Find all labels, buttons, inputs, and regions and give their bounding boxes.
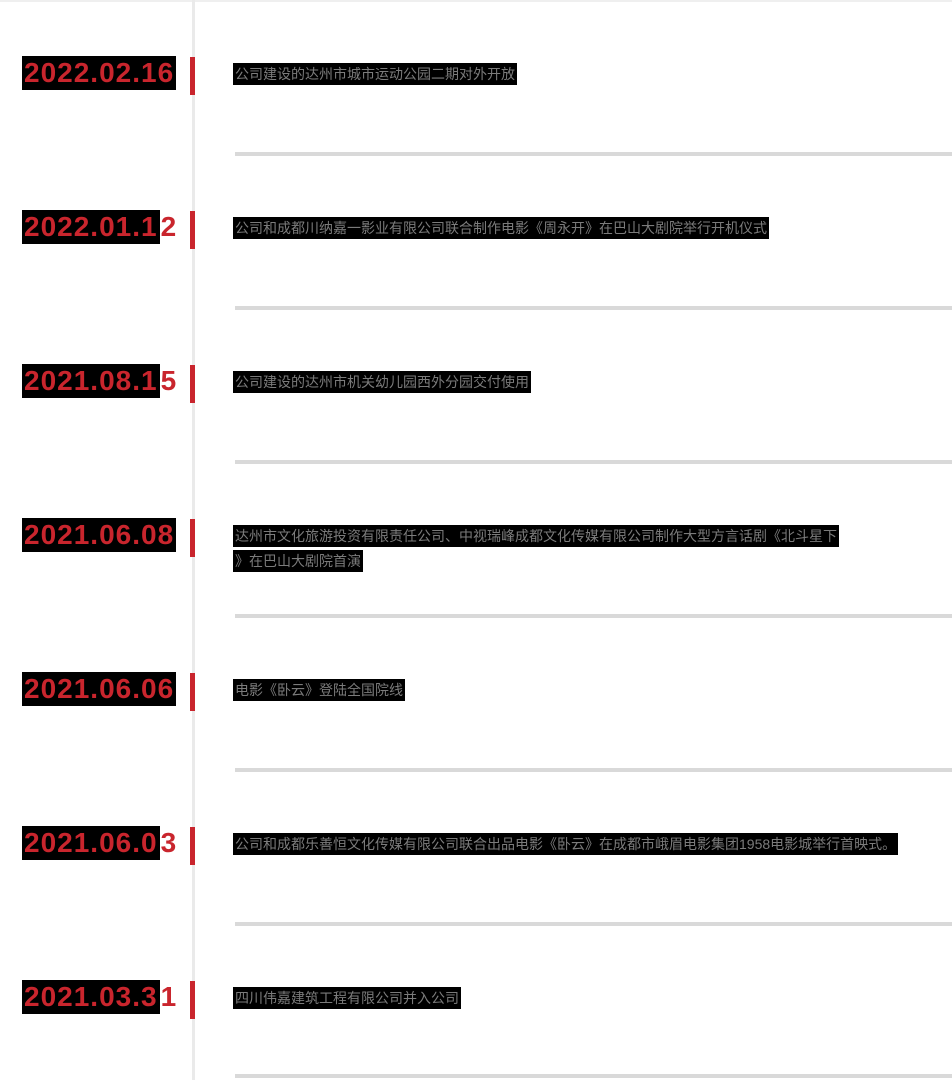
entry-text: 公司建设的达州市机关幼儿园西外分园交付使用 xyxy=(233,371,531,393)
entry-text-line: 公司建设的达州市机关幼儿园西外分园交付使用 xyxy=(233,370,531,395)
date-tail-text: 5 xyxy=(160,365,178,396)
entry-text-line: 公司和成都川纳嘉一影业有限公司联合制作电影《周永开》在巴山大剧院举行开机仪式 xyxy=(233,216,769,241)
timeline-row: 2021.03.3 1 四川伟嘉建筑工程有限公司并入公司 xyxy=(0,926,952,1080)
timeline-row: 2021.06.06 电影《卧云》登陆全国院线 xyxy=(0,618,952,772)
timeline-row: 2022.02.16 公司建设的达州市城市运动公园二期对外开放 xyxy=(0,2,952,156)
entry-text-line: 》在巴山大剧院首演 xyxy=(233,549,839,574)
date-highlighted-text: 2022.02.16 xyxy=(22,56,177,90)
date-highlighted-text: 2021.06.08 xyxy=(22,518,177,552)
entry-text-line: 电影《卧云》登陆全国院线 xyxy=(233,678,405,703)
timeline-entry: 达州市文化旅游投资有限责任公司、中视瑞峰成都文化传媒有限公司制作大型方言话剧《北… xyxy=(233,524,839,574)
timeline-date: 2022.01.1 2 xyxy=(22,210,178,244)
date-tail-text xyxy=(176,673,177,704)
top-divider xyxy=(0,0,952,2)
timeline-marker-bar xyxy=(190,211,195,249)
timeline-entry: 公司建设的达州市机关幼儿园西外分园交付使用 xyxy=(233,370,531,395)
timeline-date: 2021.06.06 xyxy=(22,672,177,706)
entry-text-line: 四川伟嘉建筑工程有限公司并入公司 xyxy=(233,986,461,1011)
timeline-date: 2021.08.1 5 xyxy=(22,364,178,398)
timeline-entry: 四川伟嘉建筑工程有限公司并入公司 xyxy=(233,986,461,1011)
timeline-entry: 电影《卧云》登陆全国院线 xyxy=(233,678,405,703)
timeline-row: 2022.01.1 2 公司和成都川纳嘉一影业有限公司联合制作电影《周永开》在巴山… xyxy=(0,156,952,310)
entry-text: 四川伟嘉建筑工程有限公司并入公司 xyxy=(233,987,461,1009)
row-divider xyxy=(235,1074,952,1078)
row-divider xyxy=(235,460,952,464)
date-highlighted-text: 2021.08.1 xyxy=(22,364,160,398)
row-divider xyxy=(235,768,952,772)
timeline-entry: 公司和成都乐善恒文化传媒有限公司联合出品电影《卧云》在成都市峨眉电影集团1958… xyxy=(233,832,899,857)
row-divider xyxy=(235,306,952,310)
entry-text: 公司和成都乐善恒文化传媒有限公司联合出品电影《卧云》在成都市峨眉电影集团1958… xyxy=(233,833,899,855)
timeline-date: 2021.06.0 3 xyxy=(22,826,178,860)
row-divider xyxy=(235,152,952,156)
timeline-date: 2022.02.16 xyxy=(22,56,177,90)
row-divider xyxy=(235,614,952,618)
timeline-row: 2021.08.1 5 公司建设的达州市机关幼儿园西外分园交付使用 xyxy=(0,310,952,464)
timeline-marker-bar xyxy=(190,365,195,403)
date-highlighted-text: 2021.06.06 xyxy=(22,672,177,706)
timeline-marker-bar xyxy=(190,673,195,711)
timeline-entry: 公司建设的达州市城市运动公园二期对外开放 xyxy=(233,62,517,87)
timeline-marker-bar xyxy=(190,519,195,557)
timeline-row: 2021.06.0 3 公司和成都乐善恒文化传媒有限公司联合出品电影《卧云》在成都… xyxy=(0,772,952,926)
entry-text: 公司和成都川纳嘉一影业有限公司联合制作电影《周永开》在巴山大剧院举行开机仪式 xyxy=(233,217,769,239)
timeline-marker-bar xyxy=(190,57,195,95)
entry-text: 电影《卧云》登陆全国院线 xyxy=(233,679,405,701)
date-highlighted-text: 2022.01.1 xyxy=(22,210,160,244)
date-tail-text: 1 xyxy=(160,981,178,1012)
timeline-marker-bar xyxy=(190,981,195,1019)
date-highlighted-text: 2021.03.3 xyxy=(22,980,160,1014)
date-tail-text: 2 xyxy=(160,211,178,242)
date-highlighted-text: 2021.06.0 xyxy=(22,826,160,860)
entry-text: 达州市文化旅游投资有限责任公司、中视瑞峰成都文化传媒有限公司制作大型方言话剧《北… xyxy=(233,525,839,547)
date-tail-text: 3 xyxy=(160,827,178,858)
timeline-marker-bar xyxy=(190,827,195,865)
timeline-row: 2021.06.08 达州市文化旅游投资有限责任公司、中视瑞峰成都文化传媒有限公… xyxy=(0,464,952,618)
timeline-date: 2021.03.3 1 xyxy=(22,980,178,1014)
entry-text-line: 达州市文化旅游投资有限责任公司、中视瑞峰成都文化传媒有限公司制作大型方言话剧《北… xyxy=(233,524,839,549)
row-divider xyxy=(235,922,952,926)
entry-text: 》在巴山大剧院首演 xyxy=(233,550,363,572)
entry-text-line: 公司建设的达州市城市运动公园二期对外开放 xyxy=(233,62,517,87)
entry-text: 公司建设的达州市城市运动公园二期对外开放 xyxy=(233,63,517,85)
timeline-entry: 公司和成都川纳嘉一影业有限公司联合制作电影《周永开》在巴山大剧院举行开机仪式 xyxy=(233,216,769,241)
date-tail-text xyxy=(176,57,177,88)
timeline-date: 2021.06.08 xyxy=(22,518,177,552)
entry-text-line: 公司和成都乐善恒文化传媒有限公司联合出品电影《卧云》在成都市峨眉电影集团1958… xyxy=(233,832,899,857)
date-tail-text xyxy=(176,519,177,550)
